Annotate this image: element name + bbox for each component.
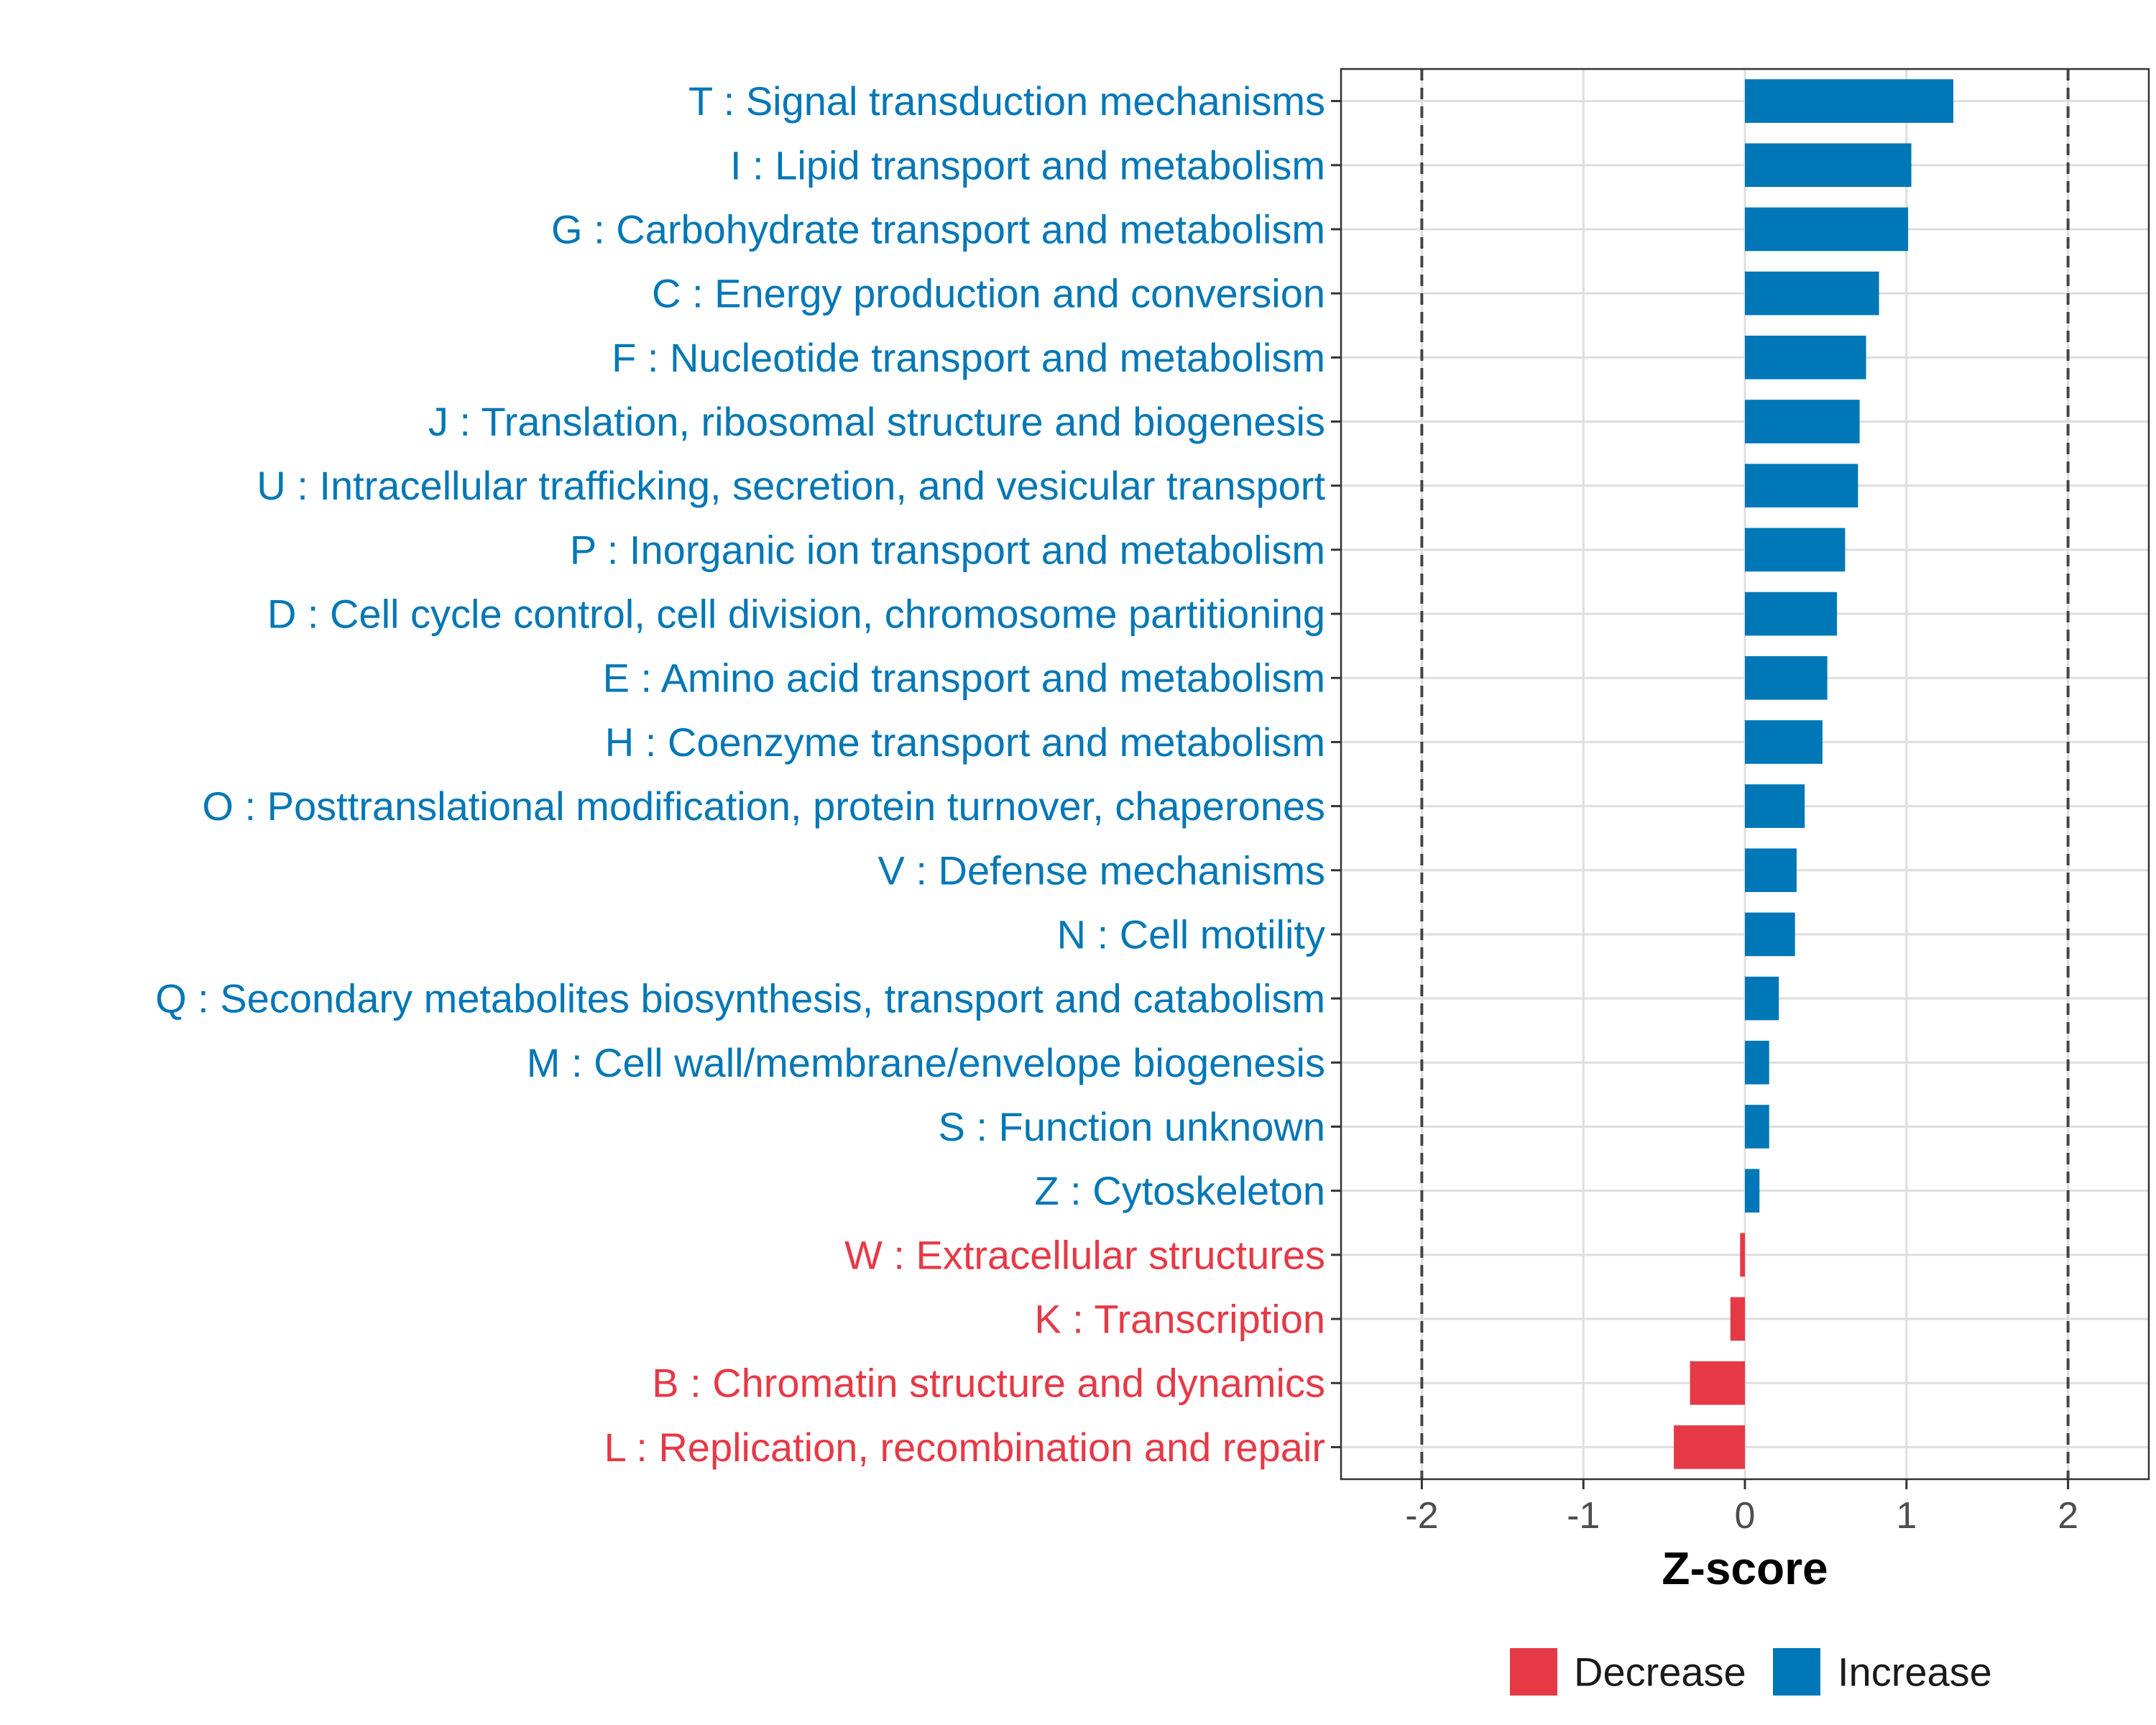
bar-8	[1745, 528, 1846, 572]
category-label-5: F : Nucleotide transport and metabolism	[612, 335, 1325, 380]
x-tick-label: -2	[1405, 1495, 1438, 1537]
category-label-20: K : Transcription	[1034, 1297, 1325, 1342]
category-label-12: O : Posttranslational modification, prot…	[202, 783, 1325, 829]
bar-2	[1745, 143, 1912, 188]
bar-4	[1745, 271, 1879, 316]
bar-19	[1740, 1233, 1745, 1277]
legend: Decrease Increase	[1510, 1648, 1992, 1696]
category-label-13: V : Defense mechanisms	[878, 847, 1325, 893]
bar-20	[1730, 1297, 1745, 1341]
bar-3	[1745, 207, 1909, 252]
x-tick-label: -1	[1567, 1495, 1600, 1537]
category-label-10: E : Amino acid transport and metabolism	[603, 656, 1325, 701]
bar-1	[1745, 79, 1953, 123]
category-label-22: L : Replication, recombination and repai…	[604, 1425, 1325, 1470]
category-label-2: I : Lipid transport and metabolism	[730, 142, 1325, 188]
bar-10	[1745, 656, 1828, 700]
bar-6	[1745, 400, 1860, 443]
bar-21	[1690, 1361, 1745, 1405]
bar-layer	[1674, 79, 1953, 1469]
category-label-9: D : Cell cycle control, cell division, c…	[267, 592, 1325, 637]
legend-key-increase	[1773, 1648, 1820, 1696]
bar-11	[1745, 720, 1823, 764]
category-label-8: P : Inorganic ion transport and metaboli…	[570, 527, 1325, 572]
legend-key-decrease	[1510, 1648, 1557, 1696]
category-label-3: G : Carbohydrate transport and metabolis…	[551, 206, 1325, 252]
x-tick-label: 2	[2058, 1495, 2078, 1537]
reference-lines	[1420, 69, 2070, 1479]
category-label-4: C : Energy production and conversion	[652, 271, 1325, 316]
bar-18	[1745, 1169, 1760, 1213]
bar-5	[1745, 335, 1866, 380]
legend-label-decrease: Decrease	[1574, 1650, 1746, 1695]
bar-15	[1745, 976, 1779, 1021]
x-tick-label: 1	[1896, 1495, 1917, 1537]
y-axis: T : Signal transduction mechanisms I : Li…	[155, 78, 1341, 1470]
category-label-21: B : Chromatin structure and dynamics	[652, 1361, 1325, 1406]
category-label-1: T : Signal transduction mechanisms	[688, 78, 1325, 124]
bar-22	[1674, 1425, 1745, 1469]
bar-13	[1745, 848, 1797, 893]
bar-17	[1745, 1105, 1769, 1149]
x-axis: -2 -1 0 1 2	[1405, 1479, 2078, 1537]
category-label-14: N : Cell motility	[1057, 911, 1325, 957]
x-axis-title: Z-score	[1662, 1542, 1828, 1594]
category-label-16: M : Cell wall/membrane/envelope biogenes…	[527, 1040, 1325, 1085]
category-label-19: W : Extracellular structures	[844, 1232, 1325, 1277]
category-label-17: S : Function unknown	[938, 1104, 1325, 1149]
bar-7	[1745, 464, 1858, 508]
bar-12	[1745, 784, 1805, 828]
category-label-11: H : Coenzyme transport and metabolism	[605, 719, 1325, 765]
bar-14	[1745, 912, 1795, 957]
bar-9	[1745, 592, 1838, 636]
x-tick-label: 0	[1735, 1495, 1756, 1537]
category-label-6: J : Translation, ribosomal structure and…	[428, 399, 1325, 444]
category-label-15: Q : Secondary metabolites biosynthesis, …	[155, 976, 1325, 1021]
legend-label-increase: Increase	[1838, 1650, 1992, 1695]
bar-16	[1745, 1040, 1769, 1085]
category-label-7: U : Intracellular trafficking, secretion…	[257, 463, 1325, 508]
category-label-18: Z : Cytoskeleton	[1034, 1168, 1325, 1213]
